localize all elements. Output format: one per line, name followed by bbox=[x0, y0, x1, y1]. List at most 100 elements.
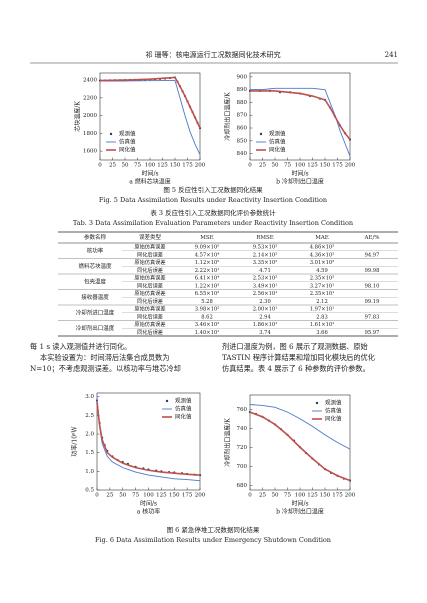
y-tick-label: 720 bbox=[237, 445, 248, 451]
x-tick-label: 175 bbox=[182, 493, 193, 499]
figure-caption-en: Fig. 5 Data Assimilation Results under R… bbox=[99, 196, 327, 204]
table-cell: 同化后误差 bbox=[137, 281, 163, 289]
legend-label: 同化值 bbox=[325, 415, 342, 423]
y-tick-label: 840 bbox=[237, 151, 248, 157]
y-tick-label: 2000 bbox=[83, 113, 97, 119]
table-cell: 2.22×10¹ bbox=[195, 268, 220, 274]
table-header: 参数名称 bbox=[84, 233, 107, 241]
table-cell: 5.28 bbox=[201, 299, 213, 305]
x-tick-label: 100 bbox=[143, 493, 154, 499]
x-tick-label: 75 bbox=[132, 493, 139, 499]
y-tick-label: 1.0 bbox=[85, 469, 94, 475]
table-cell: 原始仿真误差 bbox=[134, 289, 165, 297]
y-tick-label: 890 bbox=[237, 87, 248, 93]
table-cell: 原始仿真误差 bbox=[134, 320, 165, 328]
table-cell: 9.09×10⁵ bbox=[195, 245, 220, 251]
series-line bbox=[250, 87, 351, 157]
x-tick-label: 75 bbox=[134, 163, 141, 169]
table-group-name: 核功率 bbox=[87, 246, 104, 254]
table-cell: 2.35×10¹ bbox=[310, 291, 335, 297]
table-group-name: 包壳温度 bbox=[84, 277, 107, 285]
series-line bbox=[96, 402, 201, 476]
x-tick-label: 125 bbox=[156, 493, 167, 499]
table-cell: 2.30 bbox=[259, 299, 271, 305]
table-cell: 同化后误差 bbox=[137, 266, 163, 274]
table-cell: 同化后误差 bbox=[137, 328, 163, 336]
x-tick-label: 0 bbox=[248, 163, 252, 169]
table-cell: 1.22×10³ bbox=[195, 283, 220, 289]
table-cell: 6.41×10⁴ bbox=[195, 276, 220, 282]
table-cell: 4.57×10⁴ bbox=[195, 252, 220, 258]
legend-label: 观测值 bbox=[269, 130, 286, 138]
x-tick-label: 75 bbox=[284, 163, 291, 169]
x-tick-label: 100 bbox=[295, 493, 306, 499]
x-tick-label: 200 bbox=[195, 163, 206, 169]
legend-swatch bbox=[315, 401, 319, 405]
legend-label: 仿真值 bbox=[119, 138, 136, 146]
x-tick-label: 100 bbox=[145, 163, 156, 169]
table-cell: 2.83 bbox=[316, 314, 328, 320]
table-cell: 1.12×10⁵ bbox=[195, 260, 220, 266]
series-line bbox=[99, 76, 201, 129]
x-tick-label: 50 bbox=[119, 493, 126, 499]
y-tick-label: 2400 bbox=[83, 78, 97, 84]
y-tick-label: 760 bbox=[237, 407, 248, 413]
x-axis-label: 时间/s bbox=[140, 500, 157, 508]
x-tick-label: 150 bbox=[320, 493, 331, 499]
table-cell: 3.98×10² bbox=[195, 307, 220, 313]
table-header: AE/% bbox=[363, 235, 379, 241]
y-tick-label: 680 bbox=[237, 483, 248, 489]
body-text: TASTIN 程序计算结果和增加同化模块后的优化 bbox=[222, 353, 375, 362]
table-cell: 4.36×10² bbox=[310, 252, 335, 258]
legend-label: 观测值 bbox=[119, 130, 136, 138]
x-tick-label: 0 bbox=[248, 493, 252, 499]
x-tick-label: 50 bbox=[272, 163, 279, 169]
table-cell: 2.00×10¹ bbox=[253, 307, 278, 313]
table-caption: 表 3 反应性引入工况数据同化评价参数统计 bbox=[150, 208, 276, 217]
x-tick-label: 175 bbox=[332, 493, 343, 499]
table-cell: 1.40×10¹ bbox=[195, 330, 220, 336]
legend-label: 同化值 bbox=[269, 146, 286, 154]
x-tick-label: 150 bbox=[170, 163, 181, 169]
table-cell: 2.12 bbox=[316, 299, 328, 305]
table-header: 误差类型 bbox=[139, 233, 162, 241]
x-tick-label: 75 bbox=[284, 493, 291, 499]
running-header: 祁 珊等：核电源运行工况数据同化技术研究 bbox=[145, 50, 280, 59]
legend-swatch bbox=[109, 132, 113, 136]
table-cell: 3.66 bbox=[316, 330, 328, 336]
table-cell: 原始仿真误差 bbox=[134, 305, 165, 313]
table-cell: 原始仿真误差 bbox=[134, 243, 165, 251]
y-tick-label: 2200 bbox=[83, 95, 97, 101]
table-cell: 6.55×10² bbox=[195, 291, 220, 297]
table-cell: 97.83 bbox=[365, 314, 380, 320]
x-tick-label: 125 bbox=[307, 493, 318, 499]
body-text: 仿真结果。表 4 展示了 6 种参数的评价参数。 bbox=[222, 364, 370, 373]
table-group-name: 冷却剂进口温度 bbox=[76, 308, 115, 316]
table-cell: 95.97 bbox=[365, 330, 380, 336]
series-line bbox=[100, 80, 201, 155]
y-tick-label: 1.5 bbox=[85, 450, 94, 456]
x-tick-label: 0 bbox=[95, 493, 99, 499]
table-cell: 3.01×10² bbox=[310, 260, 335, 266]
y-tick-label: 850 bbox=[237, 138, 248, 144]
page-number: 241 bbox=[385, 51, 398, 59]
legend-label: 仿真值 bbox=[325, 407, 342, 415]
table-cell: 4.86×10² bbox=[310, 245, 335, 251]
y-tick-label: 3.0 bbox=[85, 394, 94, 400]
table-cell: 4.59 bbox=[316, 268, 328, 274]
y-tick-label: 1600 bbox=[83, 149, 97, 155]
x-tick-label: 150 bbox=[320, 163, 331, 169]
x-tick-label: 25 bbox=[259, 163, 266, 169]
table-cell: 3.46×10² bbox=[195, 322, 220, 328]
x-tick-label: 50 bbox=[122, 163, 129, 169]
x-tick-label: 200 bbox=[195, 493, 206, 499]
series-line bbox=[249, 411, 351, 482]
body-text: 每 1 s 读入观测值并进行同化。 bbox=[30, 342, 131, 351]
body-text: N=10；不考虑观测误差。以核功率与堆芯冷却 bbox=[30, 364, 181, 373]
table-cell: 原始仿真误差 bbox=[134, 258, 165, 266]
y-axis-label: 冷却剂出口温度/K bbox=[224, 92, 232, 141]
table-header: RMSE bbox=[256, 235, 274, 241]
y-tick-label: 700 bbox=[237, 464, 248, 470]
y-tick-label: 2.5 bbox=[85, 413, 94, 419]
